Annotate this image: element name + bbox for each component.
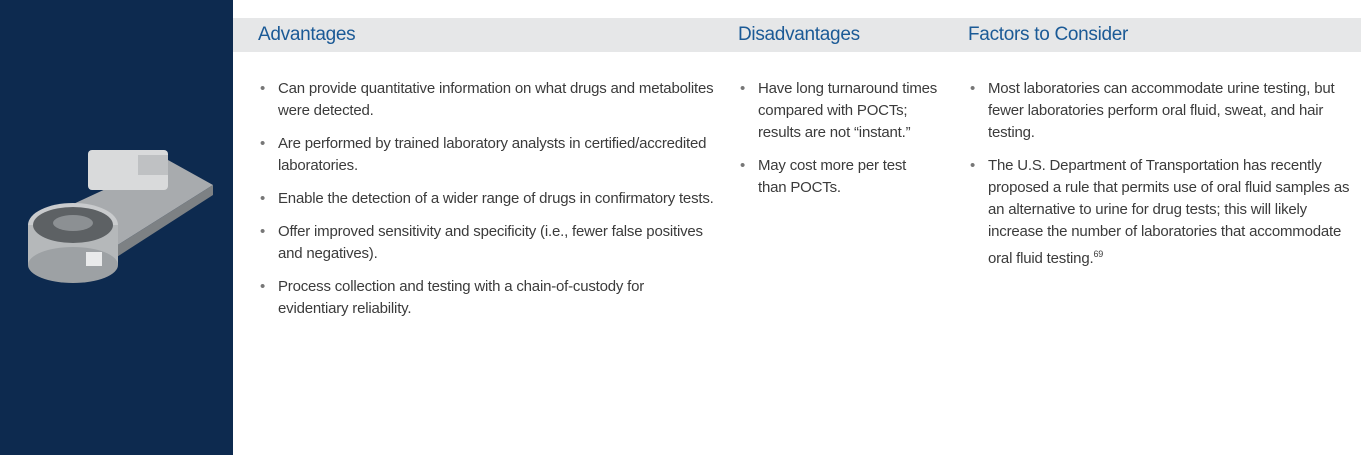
- column-title: Advantages: [258, 18, 718, 52]
- lab-machine-illustration: [18, 130, 218, 300]
- column-title: Factors to Consider: [968, 18, 1358, 52]
- bullet-list: Can provide quantitative information on …: [258, 78, 718, 320]
- bullet-item: Can provide quantitative information on …: [258, 78, 718, 122]
- bullet-item: Have long turnaround times compared with…: [738, 78, 938, 144]
- page: Advantages Can provide quantitative infor…: [0, 0, 1361, 455]
- bullet-item: Process collection and testing with a ch…: [258, 276, 718, 320]
- bullet-item: Enable the detection of a wider range of…: [258, 188, 718, 210]
- bullet-list: Most laboratories can accommodate urine …: [968, 78, 1358, 270]
- footnote-ref: 69: [1093, 249, 1103, 259]
- column: Factors to Consider Most laboratories can…: [968, 18, 1358, 281]
- bullet-item: Most laboratories can accommodate urine …: [968, 78, 1358, 144]
- bullet-list: Have long turnaround times compared with…: [738, 78, 938, 199]
- column: Disadvantages Have long turnaround times …: [738, 18, 938, 210]
- column: Advantages Can provide quantitative infor…: [258, 18, 718, 331]
- bullet-item: May cost more per test than POCTs.: [738, 155, 938, 199]
- bullet-item: Are performed by trained laboratory anal…: [258, 133, 718, 177]
- bullet-item: The U.S. Department of Transportation ha…: [968, 155, 1358, 270]
- side-panel: [0, 0, 233, 455]
- bullet-item: Offer improved sensitivity and specifici…: [258, 221, 718, 265]
- column-title: Disadvantages: [738, 18, 938, 52]
- bullet-text: The U.S. Department of Transportation ha…: [988, 157, 1349, 267]
